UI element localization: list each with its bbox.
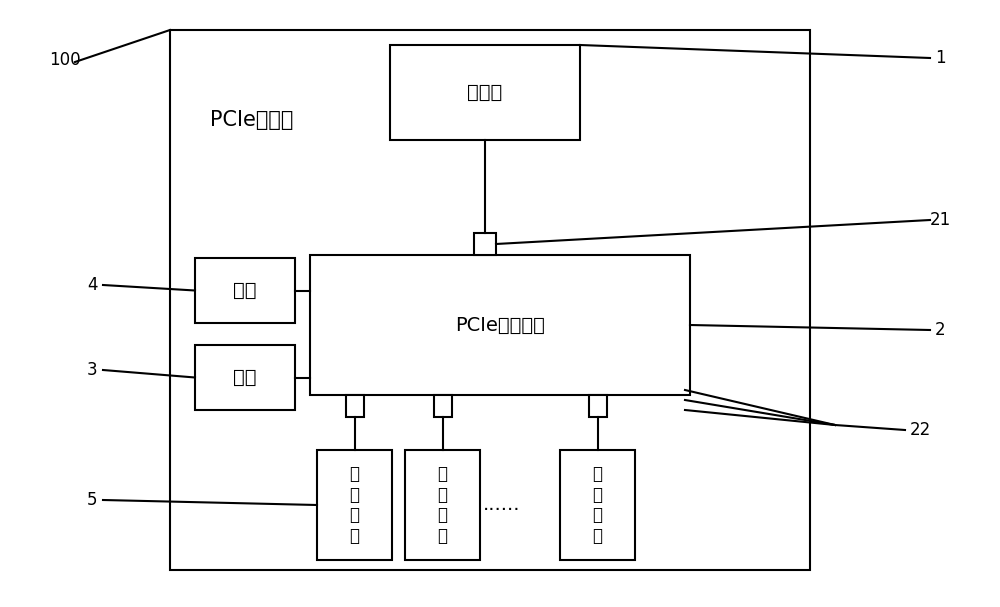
Bar xyxy=(170,30,810,570)
Bar xyxy=(560,450,635,560)
Text: 电源: 电源 xyxy=(233,281,257,300)
Bar xyxy=(434,395,452,417)
Bar xyxy=(195,258,295,323)
Bar xyxy=(474,233,496,255)
Text: PCIe交换机: PCIe交换机 xyxy=(210,110,293,130)
Text: 转
发
设
备: 转 发 设 备 xyxy=(438,465,448,545)
Bar xyxy=(588,395,606,417)
Text: 时钟: 时钟 xyxy=(233,368,257,387)
Text: 100: 100 xyxy=(49,51,81,69)
Bar xyxy=(346,395,364,417)
Text: 4: 4 xyxy=(87,276,97,294)
Bar xyxy=(317,450,392,560)
Text: 处理器: 处理器 xyxy=(467,83,503,102)
Bar xyxy=(390,45,580,140)
Text: 21: 21 xyxy=(929,211,951,229)
Text: 3: 3 xyxy=(87,361,97,379)
Text: 2: 2 xyxy=(935,321,945,339)
Text: PCIe交换芯片: PCIe交换芯片 xyxy=(455,316,545,334)
Text: 1: 1 xyxy=(935,49,945,67)
Text: 转
发
设
备: 转 发 设 备 xyxy=(592,465,602,545)
Bar xyxy=(310,255,690,395)
Text: 22: 22 xyxy=(909,421,931,439)
Text: 5: 5 xyxy=(87,491,97,509)
Bar xyxy=(195,345,295,410)
Bar xyxy=(405,450,480,560)
Text: 转
发
设
备: 转 发 设 备 xyxy=(350,465,360,545)
Text: ......: ...... xyxy=(483,495,521,515)
